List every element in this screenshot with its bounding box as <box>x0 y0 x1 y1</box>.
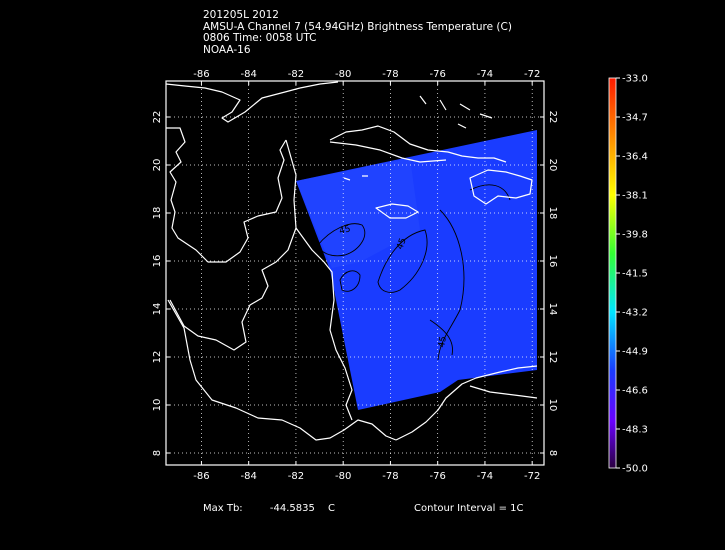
header-time: 0806 Time: 0058 UTC <box>203 32 317 44</box>
lat-label-left: 20 <box>152 159 163 172</box>
contour-line <box>469 184 511 201</box>
contour-line <box>437 209 465 361</box>
colorbar-tick-label: -38.1 <box>622 191 648 202</box>
coastline-caribbean <box>295 227 353 421</box>
coastline-cayman <box>343 175 368 181</box>
colorbar-tick-label: -41.5 <box>622 269 648 280</box>
colorbar-tick-label: -39.8 <box>622 230 648 241</box>
max-tb-unit: C <box>328 503 336 514</box>
lon-label-top: -82 <box>288 69 304 80</box>
axis-tick-labels: -86 -86 -84 -84 -82 -82 -80 -80 -78 -78 -76 -76 -74 -… <box>152 69 558 482</box>
colorbar-tick-label: -46.6 <box>622 386 648 397</box>
coastline-hispaniola <box>469 169 533 205</box>
lat-label-right: 20 <box>547 159 558 172</box>
contour-line <box>377 229 428 293</box>
lat-label-right: 22 <box>547 111 558 124</box>
header-storm-id: 201205L 2012 <box>203 9 279 21</box>
contour-line <box>317 223 366 257</box>
coastline-pacific <box>167 299 397 441</box>
colorbar-tick-label: -36.4 <box>622 152 648 163</box>
coastline-bahamas <box>419 95 493 129</box>
lat-label-left: 8 <box>152 450 163 456</box>
axis-ticks <box>166 81 544 465</box>
coastline-florida <box>299 81 339 89</box>
lat-label-left: 14 <box>152 303 163 316</box>
lat-label-right: 8 <box>547 450 558 456</box>
lon-label-top: -84 <box>241 69 257 80</box>
lon-label-bottom: -82 <box>288 471 304 482</box>
max-tb-readout: Max Tb: -44.5835 C <box>203 503 335 514</box>
coastline-panama <box>395 365 538 441</box>
lon-label-bottom: -72 <box>524 471 540 482</box>
contour-label: 45 <box>437 336 449 349</box>
colorbar-tick-label: -33.0 <box>622 74 648 85</box>
colorbar-tick-label: -50.0 <box>622 464 648 475</box>
lat-label-right: 16 <box>547 255 558 268</box>
map-frame <box>165 80 545 466</box>
contour-interval: Contour Interval = 1C <box>414 503 524 514</box>
coastline-cuba-south <box>329 141 447 163</box>
coastline-yucatan <box>166 127 287 263</box>
max-tb-value: -44.5835 <box>269 503 315 514</box>
lat-label-left: 12 <box>152 351 163 364</box>
max-tb-label: Max Tb: <box>203 503 243 514</box>
map-plot-area: 45 45 45 <box>166 81 544 465</box>
lat-lon-grid <box>166 81 544 465</box>
coastlines <box>166 81 538 441</box>
lon-label-top: -74 <box>477 69 493 80</box>
lon-label-bottom: -76 <box>430 471 446 482</box>
lat-label-right: 12 <box>547 351 558 364</box>
lon-label-bottom: -80 <box>335 471 351 482</box>
coastline-colombia <box>469 385 538 399</box>
coastline-central-america <box>169 139 297 351</box>
colorbar-tick-label: -44.9 <box>622 347 648 358</box>
lat-label-left: 18 <box>152 207 163 220</box>
header-satellite: NOAA-16 <box>203 43 251 56</box>
contour-line <box>429 319 453 356</box>
lat-label-left: 10 <box>152 399 163 412</box>
colorbar <box>608 77 617 469</box>
colorbar-tick-label: -43.2 <box>622 308 648 319</box>
coastline-jamaica <box>375 203 419 219</box>
lon-label-top: -86 <box>193 69 209 80</box>
colorbar-tick-label: -34.7 <box>622 113 648 124</box>
lat-label-right: 14 <box>547 303 558 316</box>
contour-label: 45 <box>395 237 408 251</box>
contour-lines <box>317 184 511 361</box>
coastline-cuba <box>329 125 507 163</box>
lon-label-bottom: -84 <box>241 471 257 482</box>
lon-label-bottom: -86 <box>193 471 209 482</box>
lat-label-left: 16 <box>152 255 163 268</box>
lat-label-right: 10 <box>547 399 558 412</box>
lon-label-bottom: -74 <box>477 471 493 482</box>
contour-line <box>339 270 361 292</box>
lon-label-bottom: -78 <box>382 471 398 482</box>
contour-labels: 45 45 45 <box>338 224 449 348</box>
colorbar-tick-label: -48.3 <box>622 425 648 436</box>
colorbar-ticks: -33.0 -34.7 -36.4 -38.1 -39.8 -41.5 -43.2 -44.9… <box>616 74 648 475</box>
lon-label-top: -80 <box>335 69 351 80</box>
contour-label: 45 <box>338 224 352 237</box>
map-header: 201205L 2012 AMSU-A Channel 7 (54.94GHz)… <box>203 9 512 56</box>
coastline-gulf-us <box>166 83 301 123</box>
lon-label-top: -76 <box>430 69 446 80</box>
header-product: AMSU-A Channel 7 (54.94GHz) Brightness T… <box>203 20 512 33</box>
lon-label-top: -78 <box>382 69 398 80</box>
lat-label-right: 18 <box>547 207 558 220</box>
lat-label-left: 22 <box>152 111 163 124</box>
lon-label-top: -72 <box>524 69 540 80</box>
